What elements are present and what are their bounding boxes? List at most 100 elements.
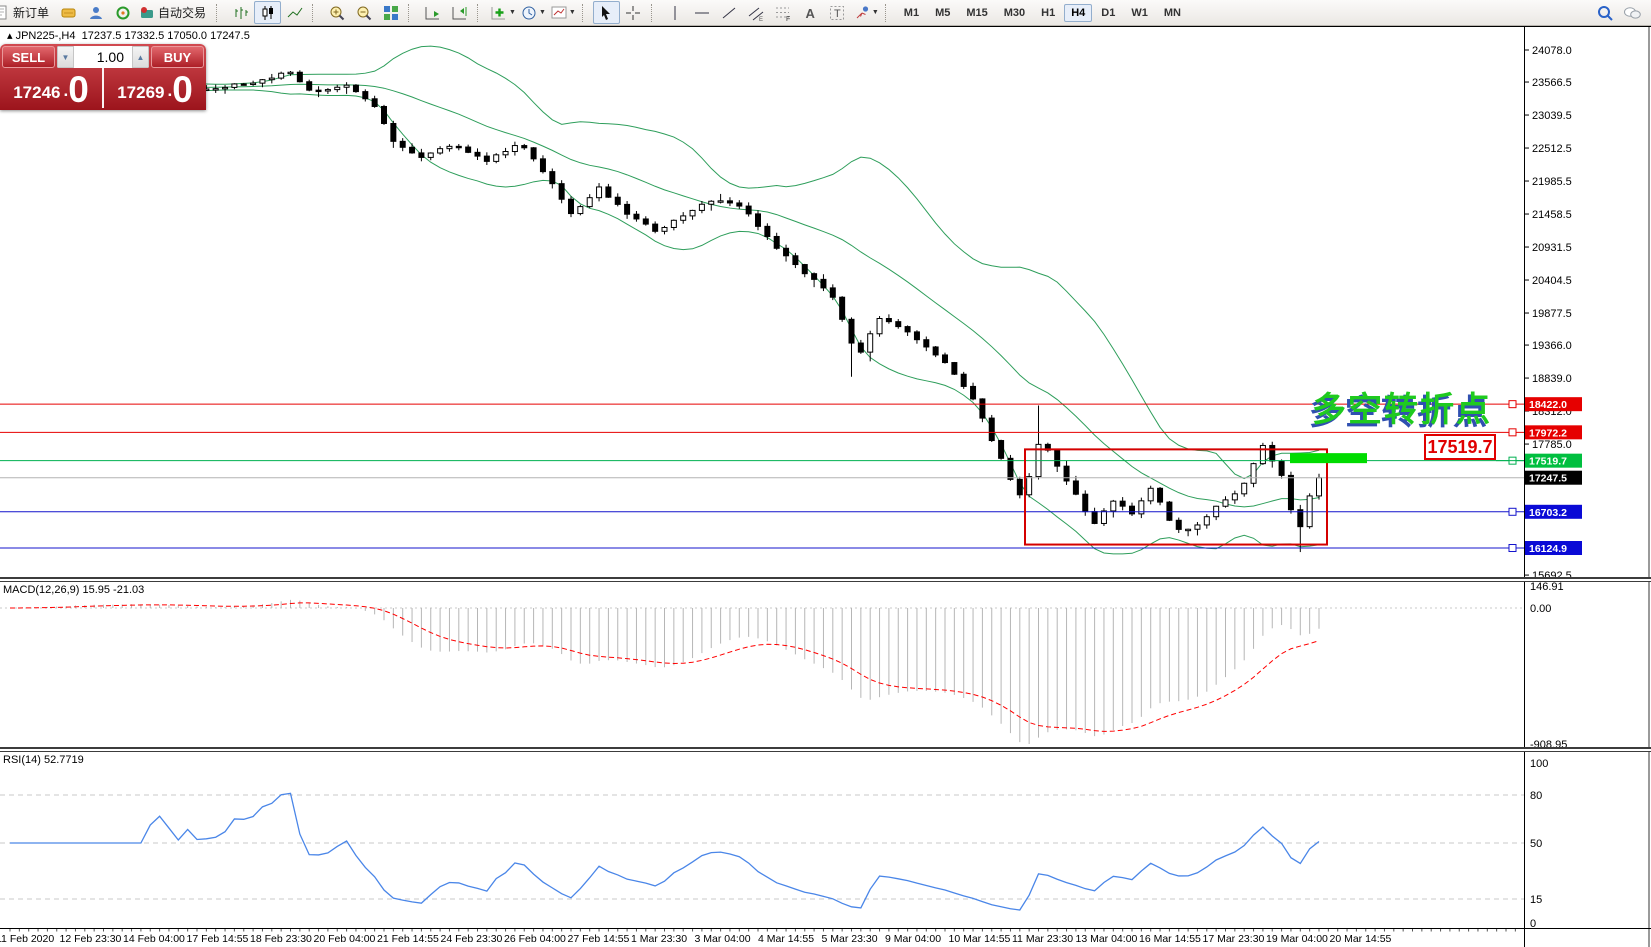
timeframe-button-M5[interactable]: M5 [935,6,951,19]
hline-16124.9[interactable] [0,544,1524,553]
crosshair-button[interactable] [620,1,647,24]
volume-decrease-button[interactable]: ▼ [57,46,74,68]
volume-input[interactable]: 1.00 [96,49,124,65]
volume-increase-button[interactable]: ▲ [132,46,149,68]
toolbar-separator [216,3,224,22]
channel-tool-button[interactable]: E [743,1,770,24]
market-watch-button[interactable] [55,1,82,24]
time-axis-label: 21 Feb 14:55 [377,933,439,945]
time-axis-label: 3 Mar 04:00 [695,933,751,945]
chart-shift-button[interactable] [446,1,473,24]
svg-text:18422.0: 18422.0 [1529,399,1567,411]
svg-text:17519.7: 17519.7 [1529,456,1567,468]
arrows-tool-button[interactable]: ▼ [851,1,881,24]
buy-price[interactable]: 17269. 0 [104,68,206,108]
ohlc-values: 17237.5 17332.5 17050.0 17247.5 [81,30,250,42]
axis-price-flag-16703.2: 16703.2 [1525,504,1582,519]
timeframe-button-H1[interactable]: H1 [1041,6,1056,19]
hline-18422.0[interactable] [0,400,1524,409]
chevron-down-icon: ▼ [871,9,879,16]
zoom-out-button[interactable] [350,1,377,24]
templates-button[interactable]: ▼ [548,1,578,24]
vertical-line-tool-button[interactable] [662,1,689,24]
chevron-down-icon: ▼ [538,9,546,16]
new-order-icon [0,5,7,19]
consolidation-rectangle[interactable] [1024,448,1328,546]
axis-price-flag-17519.7: 17519.7 [1525,453,1582,468]
candlestick-chart-icon [262,5,273,20]
new-order-label: 新订单 [13,6,50,20]
sell-price[interactable]: 17246. 0 [0,68,104,108]
timeframe-button-W1[interactable]: W1 [1131,6,1148,19]
time-axis-label: 11 Mar 23:30 [1012,933,1073,945]
time-axis[interactable]: 11 Feb 2020 12 Feb 23:30 14 Feb 04:00 17 Fe… [0,928,1516,945]
text-label-tool-button[interactable]: T [824,1,851,24]
time-axis-label: 17 Mar 23:30 [1203,933,1265,945]
price-tick-label: 18839.0 [1532,373,1572,385]
cursor-button[interactable] [592,1,620,24]
axis-current-price-flag: 17247.5 [1525,470,1582,485]
horizontal-line-tool-button[interactable] [689,1,716,24]
timeframe-button-M15[interactable]: M15 [966,6,988,19]
line-chart-button[interactable] [281,1,308,24]
price-tick-label: 19366.0 [1532,340,1572,352]
time-axis-label: 27 Feb 14:55 [568,933,630,945]
sell-price-big: 0 [68,68,89,110]
one-click-trading-panel: SELL ▼ 1.00 ▲ BUY 17246. 0 17269. 0 [0,44,206,110]
bollinger-lower-band [9,89,1320,555]
buy-button[interactable]: BUY [151,46,204,68]
svg-text:F: F [786,16,790,22]
toolbar-separator [884,3,893,22]
autotrading-button[interactable]: 自动交易 [136,1,212,24]
zoom-in-button[interactable] [323,1,350,24]
sell-button[interactable]: SELL [2,46,55,68]
buy-price-big: 0 [172,68,193,110]
pane-separator-macd[interactable] [0,577,1651,582]
rsi-axis-label: 100 [1530,758,1548,770]
text-icon: A [806,6,816,21]
candlestick-chart-button[interactable] [254,1,282,24]
timeframe-button-D1[interactable]: D1 [1101,6,1116,19]
auto-scroll-button[interactable] [419,1,446,24]
indicators-button[interactable]: ▼ [488,1,518,24]
bar-chart-icon [235,6,248,19]
turning-point-annotation[interactable]: 多空转折点 [1312,391,1492,429]
pane-separator-rsi[interactable] [0,747,1651,752]
timeframe-button-M30[interactable]: M30 [1003,6,1026,19]
trendline-tool-button[interactable] [716,1,743,24]
timeframe-button-M1[interactable]: M1 [903,6,920,19]
timeframe-button-MN[interactable]: MN [1163,6,1181,19]
shapes-arrows-icon [856,5,868,18]
search-button[interactable] [1591,1,1618,24]
timeframe-button-H4[interactable]: H4 [1064,3,1093,22]
fibonacci-tool-button[interactable]: F [770,1,797,24]
community-button[interactable] [1618,1,1645,24]
svg-text:17247.5: 17247.5 [1529,473,1567,485]
highlight-bar[interactable] [1290,453,1367,464]
new-order-button[interactable]: 新订单 [0,1,55,24]
rsi-line [10,792,1320,911]
hline-17972.2[interactable] [0,428,1524,437]
navigator-button[interactable] [82,1,109,24]
price-axis[interactable]: 24078.0 23566.5 23039.5 22512.5 21985.5 21458… [1524,0,1650,947]
signals-button[interactable] [109,1,136,24]
bar-chart-button[interactable] [227,1,254,24]
time-axis-label: 9 Mar 04:00 [885,933,941,945]
periods-button[interactable]: ▼ [518,1,548,24]
tile-windows-button[interactable] [377,1,404,24]
svg-text:17972.2: 17972.2 [1529,427,1567,439]
price-tick-label: 20404.5 [1532,275,1572,287]
candles [7,70,1322,553]
text-tool-button[interactable]: A [797,1,824,24]
horizontal-line-icon [695,12,710,13]
time-axis-label: 5 Mar 23:30 [822,933,878,945]
price-callout-label[interactable]: 17519.7 [1424,434,1496,460]
price-tick-label: 19877.5 [1532,308,1572,320]
symbol-collapse-icon[interactable]: ▴ [7,30,16,42]
macd-axis-label: 0.00 [1530,603,1551,615]
quote-bar: ▴ JPN225-,H4 17237.5 17332.5 17050.0 172… [7,29,250,42]
sell-price-dot: . [63,81,69,100]
hline-16703.2[interactable] [0,507,1524,516]
chart-window-top-border [0,25,1651,27]
